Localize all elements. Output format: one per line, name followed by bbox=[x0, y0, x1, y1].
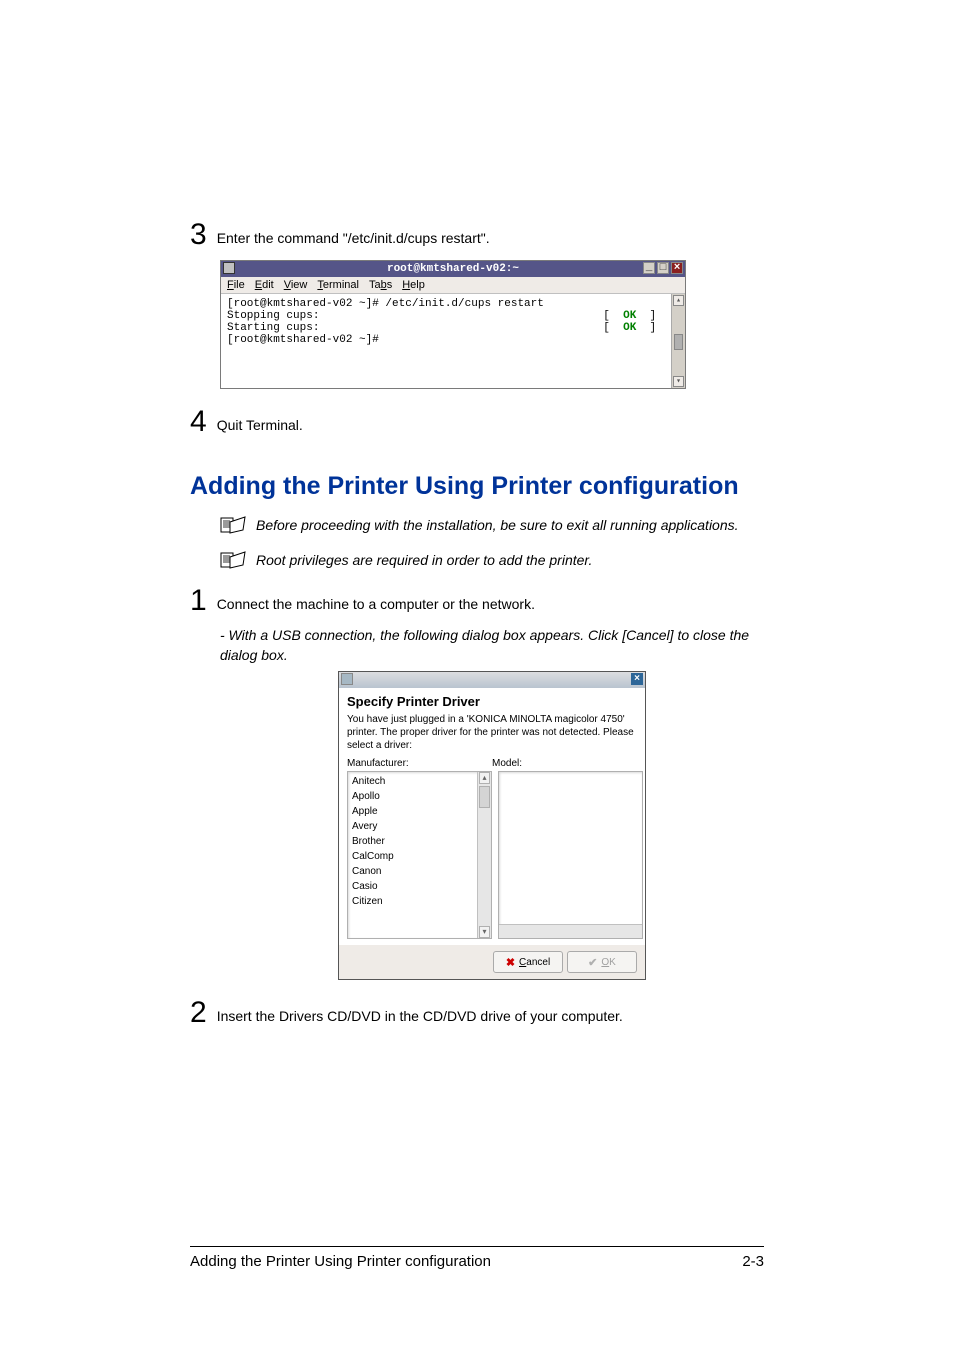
terminal-titlebar: root@kmtshared-v02:~ _ □ × bbox=[221, 261, 685, 277]
driver-dialog: × Specify Printer Driver You have just p… bbox=[338, 671, 646, 980]
page-number: 2-3 bbox=[742, 1253, 764, 1270]
step-2-text: Insert the Drivers CD/DVD in the CD/DVD … bbox=[217, 1008, 623, 1028]
manufacturer-list[interactable]: Anitech Apollo Apple Avery Brother CalCo… bbox=[347, 771, 492, 939]
dialog-close-icon[interactable]: × bbox=[631, 673, 643, 685]
terminal-title: root@kmtshared-v02:~ bbox=[387, 263, 519, 275]
terminal-body: [root@kmtshared-v02 ~]# /etc/init.d/cups… bbox=[221, 294, 685, 388]
menu-view[interactable]: View bbox=[284, 279, 308, 291]
list-item[interactable]: Brother bbox=[348, 834, 491, 849]
step-number-2: 2 bbox=[190, 998, 207, 1028]
step-1-text: Connect the machine to a computer or the… bbox=[217, 596, 535, 616]
step-3-text: Enter the command "/etc/init.d/cups rest… bbox=[217, 230, 490, 250]
cancel-button[interactable]: ✖ Cancel bbox=[493, 951, 563, 973]
menu-terminal[interactable]: Terminal bbox=[317, 279, 359, 291]
scroll-up-icon[interactable]: ▴ bbox=[673, 295, 684, 306]
x-icon: ✖ bbox=[506, 956, 515, 969]
terminal-scrollbar[interactable]: ▴ ▾ bbox=[671, 294, 685, 388]
step-number-3: 3 bbox=[190, 220, 207, 250]
model-list[interactable] bbox=[498, 771, 643, 939]
note-icon bbox=[220, 551, 246, 574]
menu-help[interactable]: Help bbox=[402, 279, 425, 291]
scroll-thumb[interactable] bbox=[674, 334, 683, 350]
manufacturer-label: Manufacturer: bbox=[347, 758, 492, 769]
scroll-down-icon[interactable]: ▾ bbox=[479, 926, 490, 938]
note-icon bbox=[220, 516, 246, 539]
terminal-icon bbox=[223, 262, 235, 274]
model-label: Model: bbox=[492, 758, 637, 769]
menu-file[interactable]: File bbox=[227, 279, 245, 291]
horizontal-scrollbar[interactable] bbox=[499, 924, 642, 938]
terminal-window: root@kmtshared-v02:~ _ □ × File Edit Vie… bbox=[220, 260, 686, 389]
check-icon: ✔ bbox=[588, 956, 597, 969]
list-item[interactable]: Canon bbox=[348, 864, 491, 879]
list-scrollbar[interactable]: ▴ ▾ bbox=[477, 772, 491, 938]
scroll-up-icon[interactable]: ▴ bbox=[479, 772, 490, 784]
minimize-icon[interactable]: _ bbox=[643, 262, 655, 274]
section-heading: Adding the Printer Using Printer configu… bbox=[190, 471, 764, 502]
step-4-text: Quit Terminal. bbox=[217, 417, 303, 437]
note-2-text: Root privileges are required in order to… bbox=[256, 551, 592, 570]
scroll-down-icon[interactable]: ▾ bbox=[673, 376, 684, 387]
list-item[interactable]: Citizen bbox=[348, 894, 491, 909]
list-item[interactable]: Avery bbox=[348, 819, 491, 834]
dialog-icon bbox=[341, 673, 353, 685]
step-number-1: 1 bbox=[190, 586, 207, 616]
menu-edit[interactable]: Edit bbox=[255, 279, 274, 291]
scroll-thumb[interactable] bbox=[479, 786, 490, 808]
note-1-text: Before proceeding with the installation,… bbox=[256, 516, 739, 535]
list-item[interactable]: Anitech bbox=[348, 774, 491, 789]
ok-button[interactable]: ✔ OK bbox=[567, 951, 637, 973]
footer-title: Adding the Printer Using Printer configu… bbox=[190, 1253, 491, 1270]
page-footer: Adding the Printer Using Printer configu… bbox=[190, 1246, 764, 1270]
list-item[interactable]: CalComp bbox=[348, 849, 491, 864]
dialog-titlebar: × bbox=[339, 672, 645, 688]
terminal-menubar: File Edit View Terminal Tabs Help bbox=[221, 277, 685, 294]
close-icon[interactable]: × bbox=[671, 262, 683, 274]
step-number-4: 4 bbox=[190, 407, 207, 437]
dialog-buttons: ✖ Cancel ✔ OK bbox=[339, 945, 645, 979]
step-1-subtext: - With a USB connection, the following d… bbox=[220, 626, 764, 665]
list-item[interactable]: Apple bbox=[348, 804, 491, 819]
dialog-description: You have just plugged in a 'KONICA MINOL… bbox=[339, 711, 645, 758]
dialog-heading: Specify Printer Driver bbox=[339, 688, 645, 711]
menu-tabs[interactable]: Tabs bbox=[369, 279, 392, 291]
list-item[interactable]: Apollo bbox=[348, 789, 491, 804]
maximize-icon[interactable]: □ bbox=[657, 262, 669, 274]
list-item[interactable]: Casio bbox=[348, 879, 491, 894]
